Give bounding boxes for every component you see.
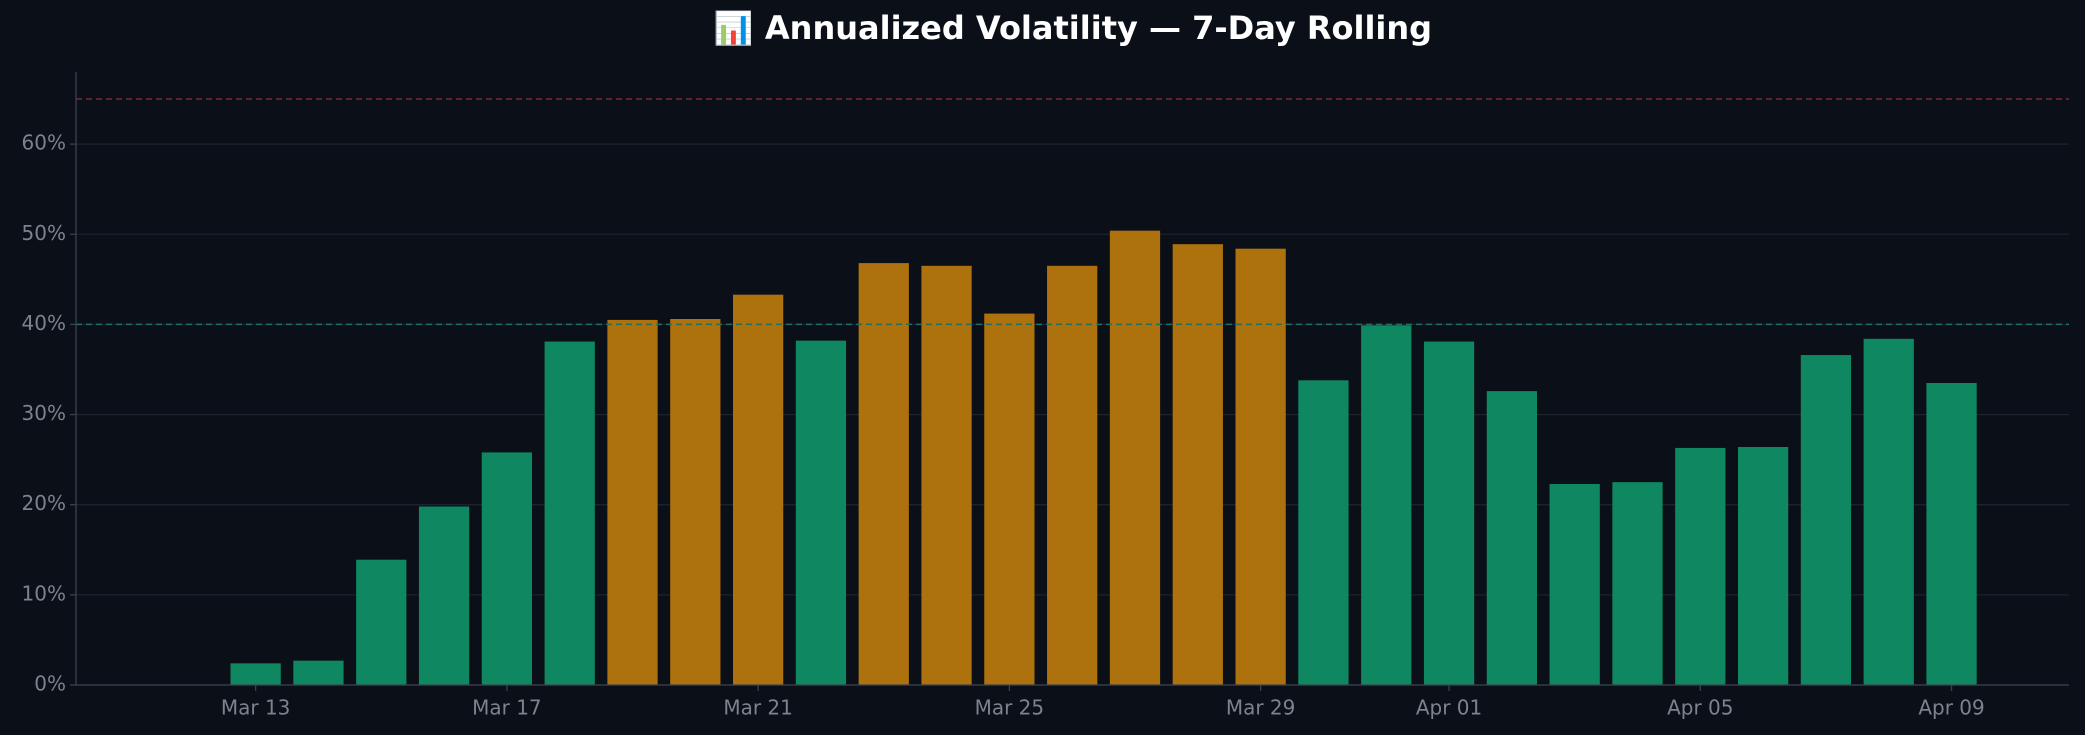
bar xyxy=(1423,341,1475,685)
bar xyxy=(1926,383,1977,685)
bar xyxy=(1109,230,1161,686)
bar xyxy=(544,341,595,685)
bar xyxy=(670,319,721,685)
bar xyxy=(1361,325,1412,685)
bar xyxy=(230,663,281,685)
bar xyxy=(984,313,1035,685)
bar xyxy=(356,559,407,685)
y-tick-label: 40% xyxy=(22,311,66,335)
y-tick-label: 30% xyxy=(22,401,66,425)
bar xyxy=(418,506,470,685)
x-tick-label: Apr 01 xyxy=(1416,696,1482,720)
y-tick-label: 20% xyxy=(22,491,66,515)
bar xyxy=(1549,483,1600,685)
bar xyxy=(1172,244,1223,685)
y-tick-label: 50% xyxy=(22,221,66,245)
bar xyxy=(481,452,533,685)
x-tick-label: Mar 13 xyxy=(221,696,291,720)
bar xyxy=(1737,447,1789,685)
bar xyxy=(607,319,658,685)
bar xyxy=(921,265,972,685)
bar xyxy=(1298,380,1349,685)
chart-title: 📊 Annualized Volatility — 7-Day Rolling xyxy=(714,9,1432,47)
x-tick-label: Mar 25 xyxy=(975,696,1045,720)
bar xyxy=(293,660,344,685)
bar xyxy=(1235,248,1286,685)
bar xyxy=(733,294,784,685)
bar xyxy=(795,340,847,685)
bar xyxy=(1486,391,1537,685)
x-tick-label: Mar 29 xyxy=(1226,696,1296,720)
bar xyxy=(858,263,909,685)
x-tick-label: Mar 17 xyxy=(472,696,542,720)
x-tick-label: Apr 09 xyxy=(1918,696,1984,720)
y-tick-label: 10% xyxy=(22,581,66,605)
bar xyxy=(1612,482,1663,685)
y-tick-label: 60% xyxy=(22,131,66,155)
bar xyxy=(1675,447,1726,685)
bar xyxy=(1863,338,1914,685)
bar xyxy=(1047,265,1098,685)
y-tick-label: 0% xyxy=(34,672,66,696)
bar xyxy=(1800,355,1852,685)
x-tick-label: Apr 05 xyxy=(1667,696,1733,720)
x-tick-label: Mar 21 xyxy=(723,696,793,720)
